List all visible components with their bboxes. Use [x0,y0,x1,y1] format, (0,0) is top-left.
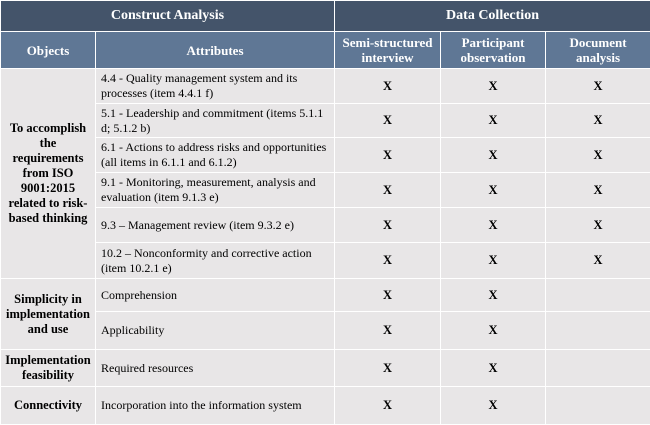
table-row: Simplicity in implementation and use Com… [1,279,650,312]
mark-cell: X [335,243,441,279]
table-row: Implementation feasibility Required reso… [1,350,650,387]
header-group-row: Construct Analysis Data Collection [1,1,650,32]
table-row: 6.1 - Actions to address risks and oppor… [1,138,650,173]
mark-cell: X [335,279,441,312]
object-cell: Implementation feasibility [1,350,96,387]
mark-cell: X [335,312,441,350]
mark-cell [546,387,650,425]
mark-cell: X [441,279,546,312]
mark-cell: X [441,243,546,279]
mark-cell [546,350,650,387]
table-row: 9.1 - Monitoring, measurement, analysis … [1,173,650,208]
objects-header: Objects [1,32,96,69]
mark-cell [546,279,650,312]
attribute-cell: 5.1 - Leadership and commitment (items 5… [96,104,335,138]
attribute-cell: 10.2 – Nonconformity and corrective acti… [96,243,335,279]
mark-cell: X [441,69,546,104]
document-analysis-header: Document analysis [546,32,650,69]
mark-cell: X [546,243,650,279]
mark-cell: X [335,173,441,208]
attribute-cell: Required resources [96,350,335,387]
attributes-header: Attributes [96,32,335,69]
mark-cell: X [546,69,650,104]
mark-cell: X [335,350,441,387]
mark-cell [546,312,650,350]
attribute-cell: 4.4 - Quality management system and its … [96,69,335,104]
attribute-cell: 6.1 - Actions to address risks and oppor… [96,138,335,173]
mark-cell: X [441,104,546,138]
mark-cell: X [441,312,546,350]
mark-cell: X [335,69,441,104]
mark-cell: X [441,387,546,425]
data-collection-header: Data Collection [335,1,650,32]
mark-cell: X [335,208,441,243]
table-row: 10.2 – Nonconformity and corrective acti… [1,243,650,279]
table-row: Connectivity Incorporation into the info… [1,387,650,425]
attribute-cell: 9.1 - Monitoring, measurement, analysis … [96,173,335,208]
mark-cell: X [546,173,650,208]
mark-cell: X [546,138,650,173]
object-cell: Simplicity in implementation and use [1,279,96,350]
mark-cell: X [441,138,546,173]
mark-cell: X [335,387,441,425]
mark-cell: X [546,208,650,243]
mark-cell: X [335,138,441,173]
object-cell: Connectivity [1,387,96,425]
table-row: To accomplish the requirements from ISO … [1,69,650,104]
table-row: 5.1 - Leadership and commitment (items 5… [1,104,650,138]
mark-cell: X [335,104,441,138]
mark-cell: X [546,104,650,138]
semi-structured-interview-header: Semi-structured interview [335,32,441,69]
attribute-cell: 9.3 – Management review (item 9.3.2 e) [96,208,335,243]
participant-observation-header: Participant observation [441,32,546,69]
attribute-cell: Comprehension [96,279,335,312]
object-cell: To accomplish the requirements from ISO … [1,69,96,279]
mark-cell: X [441,350,546,387]
mark-cell: X [441,173,546,208]
mark-cell: X [441,208,546,243]
table-row: Applicability X X [1,312,650,350]
attribute-cell: Incorporation into the information syste… [96,387,335,425]
construct-analysis-header: Construct Analysis [1,1,335,32]
column-header-row: Objects Attributes Semi-structured inter… [1,32,650,69]
table-row: 9.3 – Management review (item 9.3.2 e) X… [1,208,650,243]
attribute-cell: Applicability [96,312,335,350]
